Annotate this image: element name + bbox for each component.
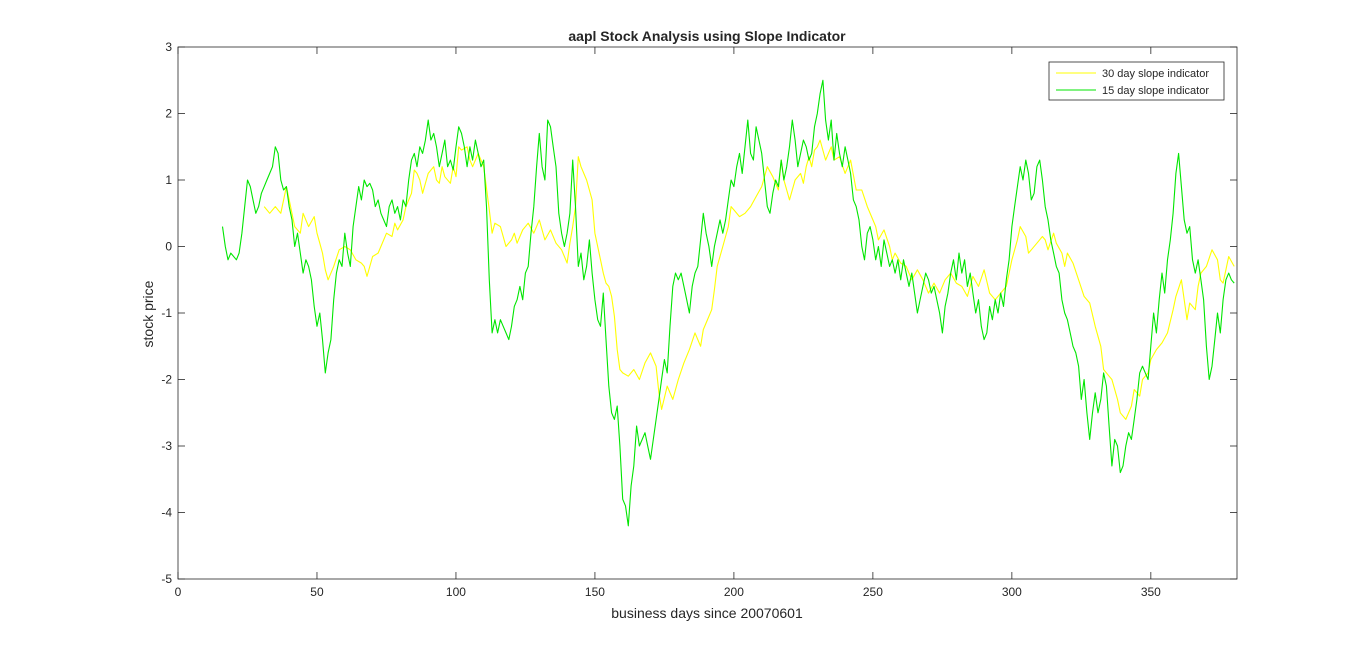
legend-box <box>1048 61 1225 101</box>
y-tick-label: 2 <box>165 107 172 121</box>
legend-label-30-day: 30 day slope indicator <box>1102 68 1209 80</box>
x-tick-label: 200 <box>724 585 744 599</box>
y-tick-label: 1 <box>165 173 172 187</box>
x-tick-label: 350 <box>1141 585 1161 599</box>
x-tick-label: 0 <box>175 585 182 599</box>
x-tick-label: 150 <box>585 585 605 599</box>
x-tick-label: 250 <box>863 585 883 599</box>
plot-area: 0 50 100 150 200 250 300 350 -5 -4 -3 -2 -1 0 1 2 3 <box>161 40 1238 599</box>
y-axis-label: stock price <box>140 280 156 347</box>
x-axis-label: business days since 20070601 <box>611 605 803 621</box>
y-tick-label: -5 <box>161 572 172 586</box>
legend-label-15-day: 15 day slope indicator <box>1102 85 1209 97</box>
series-line-30-day <box>263 139 1235 420</box>
chart-title: aapl Stock Analysis using Slope Indicato… <box>568 28 846 44</box>
x-tick-label: 50 <box>310 585 324 599</box>
x-tick-label: 300 <box>1002 585 1022 599</box>
y-tick-label: 0 <box>165 240 172 254</box>
series-line-15-day <box>221 79 1235 527</box>
y-tick-label: -3 <box>161 439 172 453</box>
legend: 30 day slope indicator 15 day slope indi… <box>1048 61 1225 101</box>
x-tick-label: 100 <box>446 585 466 599</box>
series-group <box>221 79 1235 527</box>
y-tick-label: -1 <box>161 306 172 320</box>
y-tick-label: -4 <box>161 506 172 520</box>
y-tick-label: 3 <box>165 40 172 54</box>
y-tick-label: -2 <box>161 373 172 387</box>
